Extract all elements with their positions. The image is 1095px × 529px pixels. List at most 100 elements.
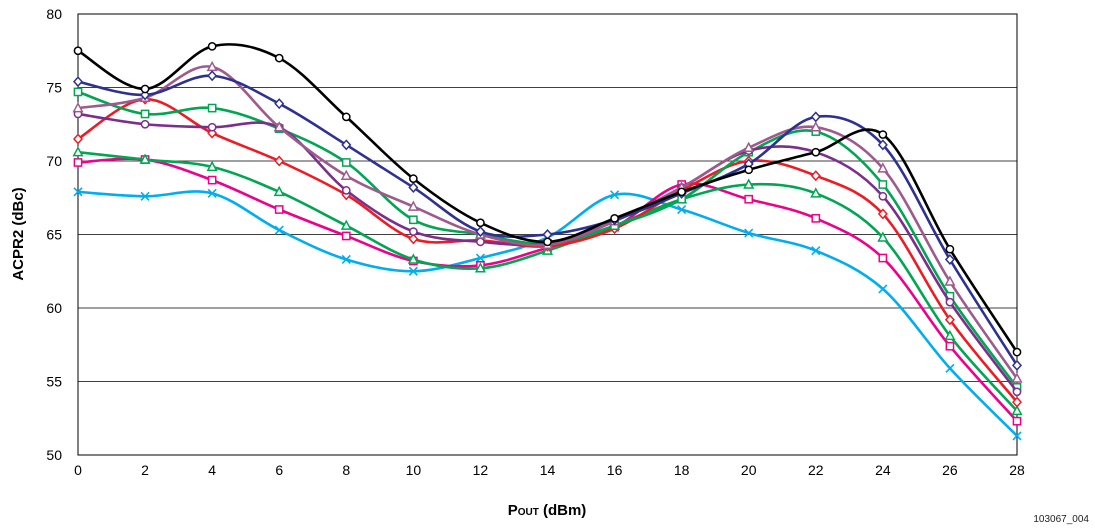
data-point-x xyxy=(811,246,821,256)
data-point-triangle xyxy=(944,275,956,286)
x-axis-title-subscript: OUT xyxy=(518,507,539,518)
data-point-square xyxy=(140,109,150,119)
data-point-square xyxy=(341,231,351,241)
x-axis-title-main: P xyxy=(508,502,518,519)
data-point-square xyxy=(73,158,83,167)
data-point-circle xyxy=(476,237,485,247)
x-tick-label: 16 xyxy=(607,462,623,478)
data-point-triangle xyxy=(72,146,84,157)
data-point-square xyxy=(409,215,418,225)
data-point-square xyxy=(207,175,217,185)
y-tick-labels: 50 55 60 65 70 75 80 xyxy=(46,6,62,463)
data-point-triangle xyxy=(273,185,285,197)
y-tick-label: 60 xyxy=(46,300,62,316)
data-point-circle xyxy=(341,186,351,195)
data-point-circle xyxy=(878,130,888,139)
data-point-circle xyxy=(409,227,418,236)
data-point-circle xyxy=(140,119,150,129)
data-point-triangle xyxy=(877,162,889,173)
data-point-square xyxy=(73,87,83,97)
data-point-diamond xyxy=(475,226,486,238)
x-tick-label: 20 xyxy=(741,462,757,478)
data-point-triangle xyxy=(407,200,419,211)
data-point-diamond xyxy=(944,314,955,326)
data-point-circle xyxy=(1012,347,1022,357)
data-point-square xyxy=(878,253,888,263)
data-point-diamond xyxy=(944,253,955,266)
data-point-diamond xyxy=(1011,396,1023,408)
data-point-triangle xyxy=(944,329,956,341)
data-point-diamond xyxy=(274,155,285,167)
data-point-square xyxy=(1012,416,1022,426)
data-point-diamond xyxy=(1011,359,1023,371)
data-point-triangle xyxy=(72,101,84,113)
x-tick-label: 10 xyxy=(406,462,422,478)
x-axis-title-unit: (dBm) xyxy=(539,502,587,519)
data-point-diamond xyxy=(207,127,218,139)
x-tick-label: 22 xyxy=(808,462,824,478)
x-axis-title: POUT (dBm) xyxy=(508,502,587,519)
data-point-triangle xyxy=(474,262,486,273)
data-point-circle xyxy=(73,46,83,56)
x-tick-label: 8 xyxy=(342,462,350,478)
x-tick-label: 26 xyxy=(942,462,958,478)
data-point-x xyxy=(744,228,754,238)
data-point-triangle xyxy=(877,231,889,242)
data-point-x xyxy=(73,187,83,197)
data-point-square xyxy=(274,205,284,214)
data-point-diamond xyxy=(408,233,419,245)
y-axis-title: ACPR2 (dBc) xyxy=(10,187,27,280)
data-point-x xyxy=(274,225,284,235)
data-point-circle xyxy=(1012,387,1022,397)
data-point-circle xyxy=(811,147,821,157)
y-tick-label: 55 xyxy=(46,374,62,390)
x-tick-label: 6 xyxy=(275,462,283,478)
data-point-diamond xyxy=(72,133,84,145)
data-point-triangle xyxy=(1011,372,1023,383)
x-tick-label: 28 xyxy=(1009,462,1025,478)
data-point-square xyxy=(945,341,955,351)
y-tick-label: 70 xyxy=(46,153,62,169)
y-tick-label: 50 xyxy=(46,447,62,463)
data-point-square xyxy=(811,213,821,223)
data-point-square xyxy=(744,194,754,204)
gridlines xyxy=(78,87,1017,382)
data-point-triangle xyxy=(340,169,352,180)
data-point-diamond xyxy=(810,111,821,123)
data-point-square xyxy=(207,103,217,113)
data-point-circle xyxy=(878,191,888,201)
series-9 xyxy=(73,41,1022,357)
data-point-circle xyxy=(140,84,150,94)
data-point-square xyxy=(341,158,351,167)
data-point-triangle xyxy=(139,153,151,164)
data-point-diamond xyxy=(72,76,84,88)
data-point-diamond xyxy=(810,170,821,182)
data-point-x xyxy=(475,253,485,263)
y-tick-label: 80 xyxy=(46,6,62,22)
x-tick-label: 4 xyxy=(208,462,216,478)
data-point-diamond xyxy=(140,89,151,101)
data-point-circle xyxy=(274,53,284,63)
data-point-triangle xyxy=(743,178,755,189)
data-point-circle xyxy=(341,112,351,122)
data-point-circle xyxy=(476,218,485,228)
data-point-triangle xyxy=(407,253,419,264)
data-point-x xyxy=(408,266,418,276)
x-tick-label: 12 xyxy=(473,462,489,478)
data-point-x xyxy=(207,188,217,198)
x-tick-label: 2 xyxy=(141,462,149,478)
data-point-triangle xyxy=(810,187,822,198)
data-point-circle xyxy=(409,174,418,183)
x-tick-label: 14 xyxy=(540,462,556,478)
data-point-circle xyxy=(207,41,217,51)
data-point-x xyxy=(341,254,351,265)
data-point-circle xyxy=(207,122,217,132)
figure-id: 103067_004 xyxy=(1033,514,1089,525)
data-point-triangle xyxy=(743,141,755,153)
data-point-diamond xyxy=(877,139,888,151)
y-tick-label: 65 xyxy=(46,227,62,243)
data-point-diamond xyxy=(341,139,352,151)
data-point-circle xyxy=(744,165,754,175)
data-point-triangle xyxy=(273,121,285,132)
data-point-triangle xyxy=(1011,404,1023,416)
